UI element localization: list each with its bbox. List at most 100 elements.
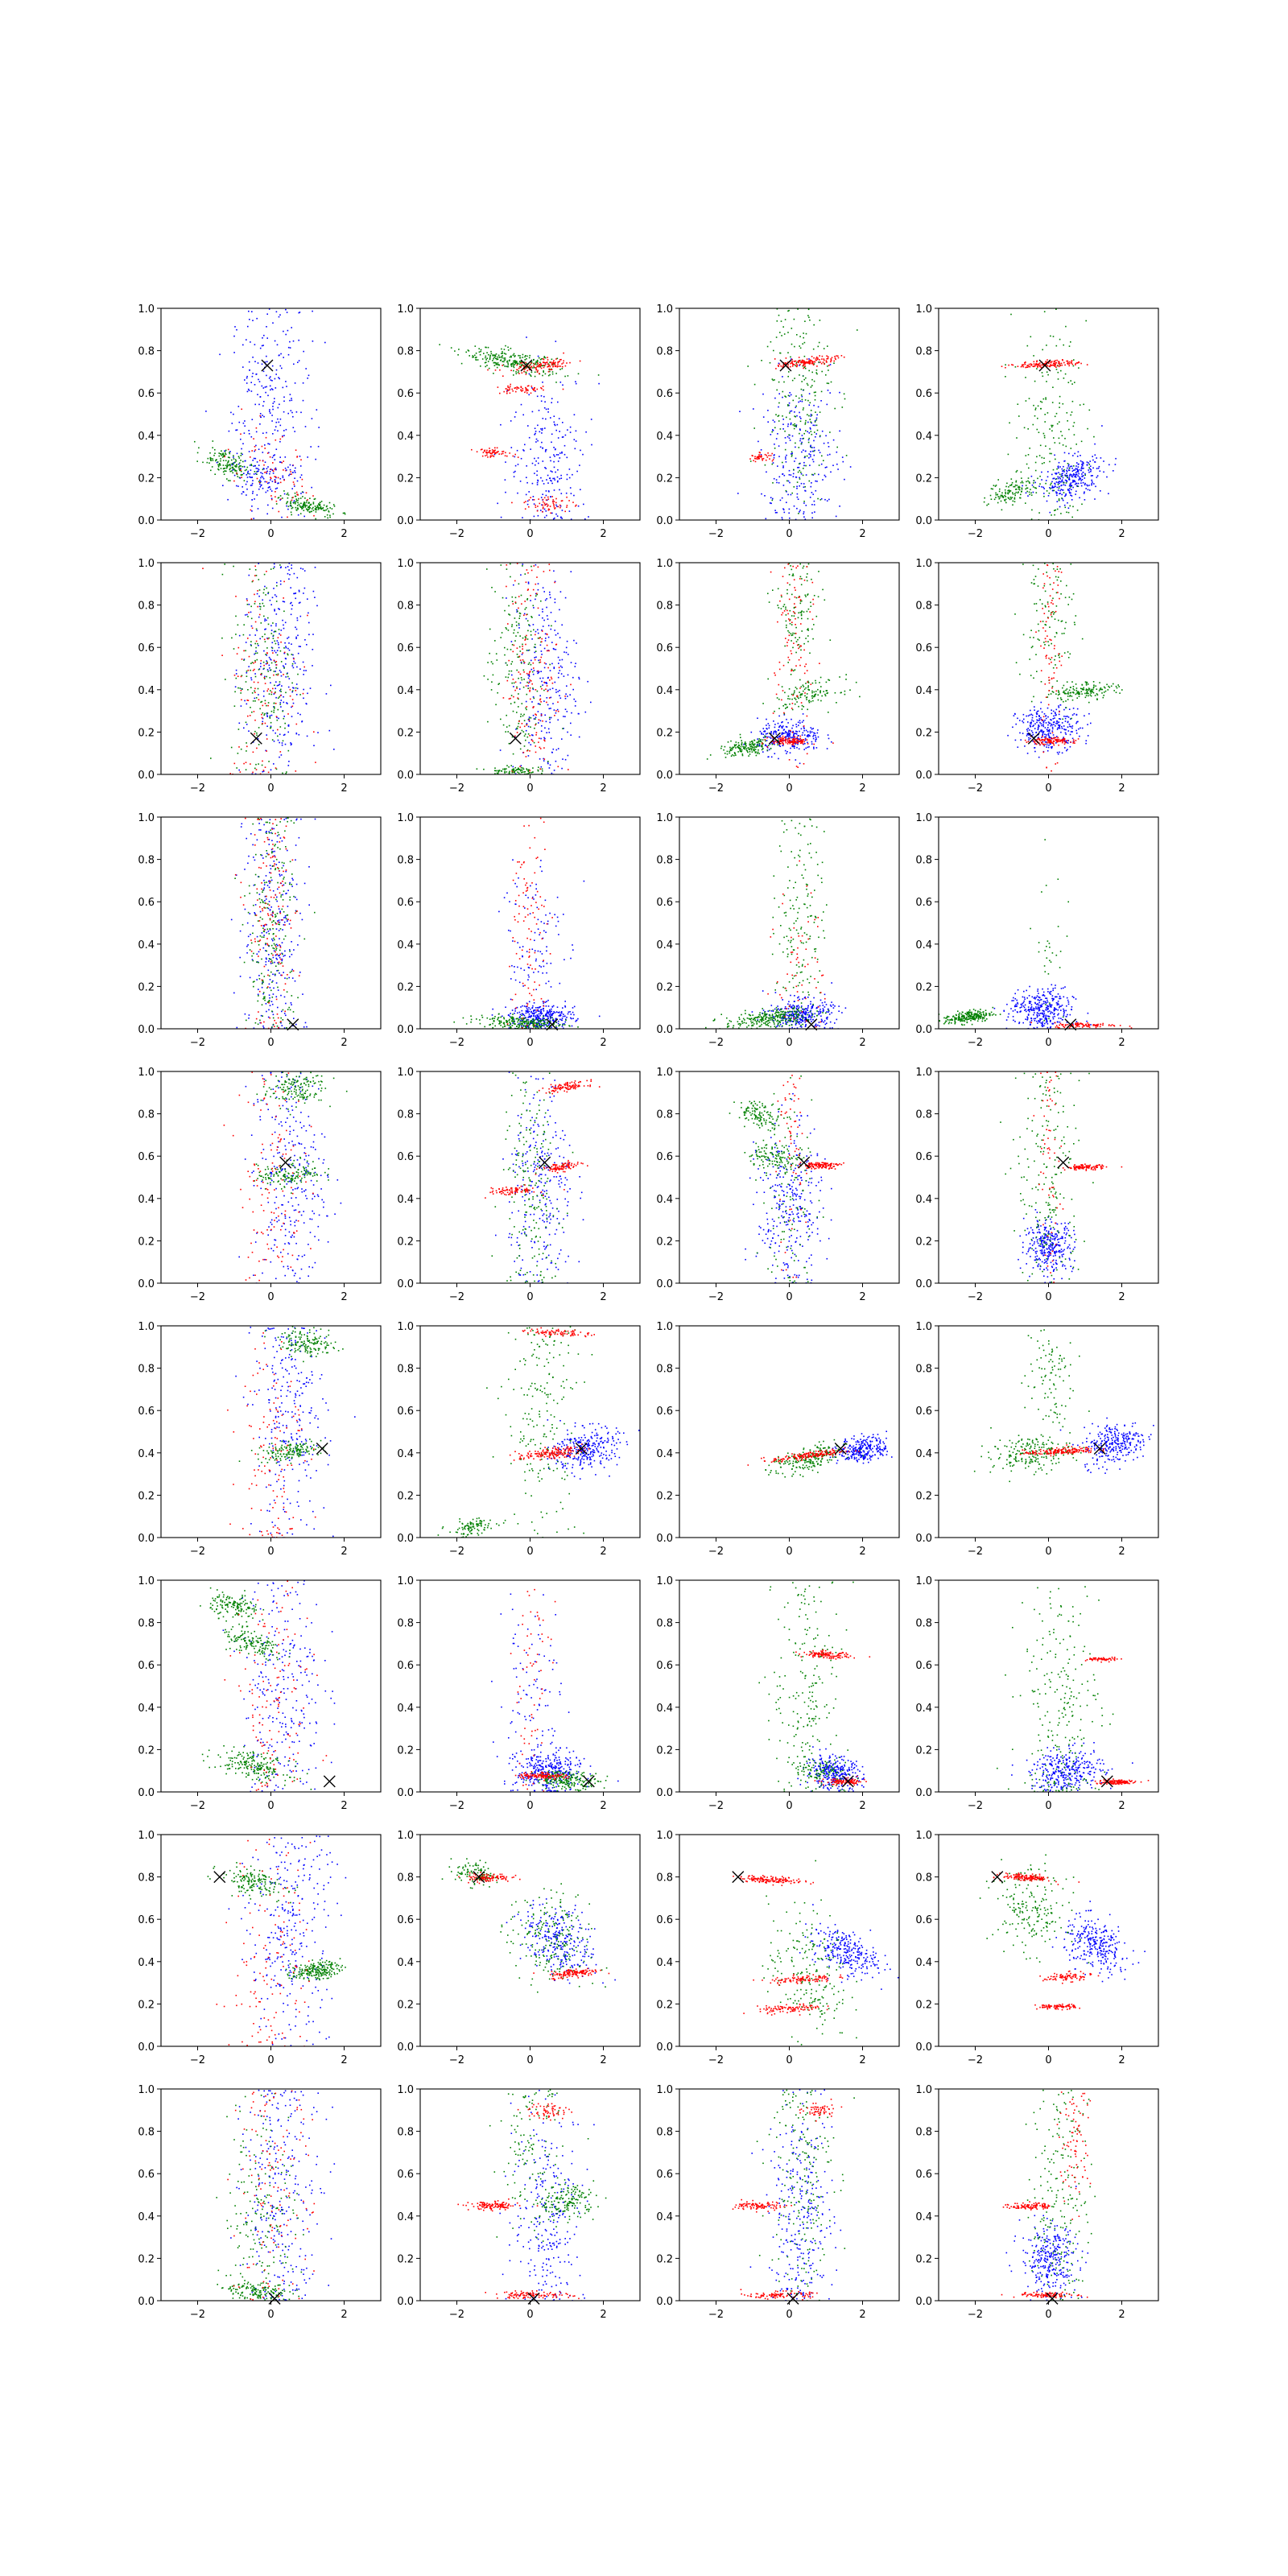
point-green <box>533 629 535 631</box>
point-green <box>295 510 298 511</box>
point-blue <box>791 745 794 746</box>
point-green <box>813 380 815 382</box>
point-blue <box>259 413 262 415</box>
point-blue <box>271 469 274 471</box>
point-blue <box>302 382 304 384</box>
point-blue <box>535 441 537 443</box>
point-green <box>506 365 508 368</box>
point-blue <box>272 473 275 474</box>
point-blue <box>556 506 558 507</box>
point-blue <box>560 673 563 675</box>
point-red <box>1046 361 1048 363</box>
point-blue <box>526 503 529 506</box>
point-blue <box>528 741 530 744</box>
point-blue <box>1076 469 1078 470</box>
point-green <box>1088 467 1090 469</box>
point-blue <box>275 681 277 683</box>
point-green <box>521 769 523 771</box>
point-blue <box>778 406 779 408</box>
point-blue <box>256 494 258 496</box>
point-green <box>239 687 242 689</box>
point-green <box>497 354 500 357</box>
point-red <box>546 361 547 364</box>
point-blue <box>311 418 313 419</box>
point-green <box>807 414 808 415</box>
point-red <box>843 356 845 358</box>
point-green <box>1047 374 1049 376</box>
point-red <box>224 456 225 458</box>
point-red <box>254 565 256 568</box>
point-red <box>266 690 268 692</box>
point-green <box>519 357 522 359</box>
point-blue <box>799 462 801 464</box>
point-blue <box>285 428 287 431</box>
point-red <box>561 500 564 502</box>
point-blue <box>250 436 253 438</box>
point-blue <box>279 456 281 458</box>
point-red <box>528 499 530 501</box>
point-green <box>232 472 233 474</box>
point-red <box>816 365 818 367</box>
point-red <box>246 745 248 748</box>
point-blue <box>541 724 543 727</box>
point-red <box>529 750 530 752</box>
point-blue <box>532 688 535 691</box>
point-blue <box>560 493 563 494</box>
point-green <box>813 691 815 693</box>
point-red <box>277 637 279 638</box>
point-green <box>510 703 512 704</box>
point-green <box>510 364 512 365</box>
point-blue <box>1061 485 1063 486</box>
point-green <box>529 366 531 369</box>
point-blue <box>557 691 559 692</box>
y-tick-label: 0.2 <box>397 727 414 739</box>
point-green <box>788 309 790 312</box>
point-green <box>1034 380 1036 382</box>
point-green <box>801 381 803 382</box>
point-blue <box>805 505 807 506</box>
point-blue <box>779 499 782 502</box>
point-green <box>539 366 541 368</box>
point-green <box>1048 492 1051 494</box>
point-blue <box>254 673 256 675</box>
point-blue <box>832 439 835 441</box>
point-blue <box>1049 511 1051 514</box>
point-blue <box>519 682 522 684</box>
point-blue <box>285 646 287 649</box>
point-green <box>262 636 263 638</box>
point-blue <box>549 593 551 596</box>
point-red <box>248 655 250 658</box>
point-green <box>261 764 263 766</box>
point-green <box>749 753 751 755</box>
point-blue <box>283 493 286 495</box>
point-blue <box>536 395 539 398</box>
point-blue <box>259 347 262 349</box>
point-red <box>238 746 240 748</box>
point-green <box>519 615 521 617</box>
point-green <box>750 748 753 750</box>
point-red <box>514 735 516 737</box>
point-green <box>512 753 514 755</box>
point-red <box>258 613 261 616</box>
point-blue <box>566 685 568 687</box>
point-green <box>242 634 245 636</box>
point-green <box>827 365 828 367</box>
point-red <box>758 457 761 460</box>
point-red <box>256 477 258 480</box>
point-green <box>807 441 810 444</box>
point-blue <box>781 726 782 728</box>
point-blue <box>1052 477 1054 480</box>
point-blue <box>1063 469 1064 472</box>
point-blue <box>293 500 295 502</box>
point-blue <box>291 608 293 610</box>
point-blue <box>527 725 530 728</box>
point-blue <box>811 512 813 514</box>
point-blue <box>287 686 290 688</box>
point-green <box>522 637 524 639</box>
point-blue <box>1056 494 1058 497</box>
point-green <box>315 507 317 510</box>
point-blue <box>543 758 544 760</box>
point-blue <box>240 438 242 440</box>
point-blue <box>531 387 533 389</box>
point-red <box>1054 363 1055 365</box>
